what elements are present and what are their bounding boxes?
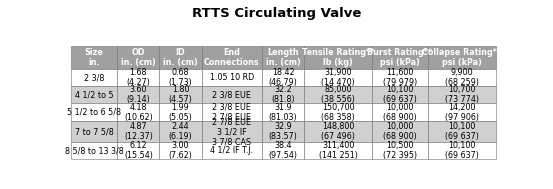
Bar xyxy=(262,142,304,160)
Text: 32.2
(81.8): 32.2 (81.8) xyxy=(272,85,295,104)
Bar xyxy=(428,121,495,142)
Text: 8 5/8 to 13 3/8: 8 5/8 to 13 3/8 xyxy=(65,146,124,155)
Bar xyxy=(372,46,428,69)
Text: 1.80
(4.57): 1.80 (4.57) xyxy=(169,85,192,104)
Bar xyxy=(71,69,117,86)
Bar xyxy=(201,69,262,86)
Text: 4.87
(12.37): 4.87 (12.37) xyxy=(124,122,153,141)
Text: 3.60
(9.14): 3.60 (9.14) xyxy=(127,85,150,104)
Bar xyxy=(71,121,117,142)
Text: 4 1/2 to 5: 4 1/2 to 5 xyxy=(75,90,113,99)
Text: 2.44
(6.19): 2.44 (6.19) xyxy=(169,122,192,141)
Text: 11,600
(79 979): 11,600 (79 979) xyxy=(383,68,417,87)
Text: 1.05 10 RD: 1.05 10 RD xyxy=(210,73,254,82)
Text: Size
in.: Size in. xyxy=(85,48,104,67)
Text: 38.4
(97.54): 38.4 (97.54) xyxy=(269,141,298,160)
Text: Tensile Rating**
lb (kg): Tensile Rating** lb (kg) xyxy=(302,48,374,67)
Text: Burst Rating**
psi (kPa): Burst Rating** psi (kPa) xyxy=(367,48,432,67)
Bar xyxy=(304,69,372,86)
Text: RTTS Circulating Valve: RTTS Circulating Valve xyxy=(192,7,361,20)
Bar xyxy=(117,46,159,69)
Bar xyxy=(262,69,304,86)
Bar xyxy=(201,121,262,142)
Text: 7 to 7 5/8: 7 to 7 5/8 xyxy=(75,127,114,136)
Text: 10,100
(69 637): 10,100 (69 637) xyxy=(445,122,478,141)
Bar xyxy=(201,142,262,160)
Bar xyxy=(428,46,495,69)
Text: 1.68
(4.27): 1.68 (4.27) xyxy=(127,68,150,87)
Bar xyxy=(428,142,495,160)
Bar xyxy=(372,86,428,103)
Text: 31,900
(14 470): 31,900 (14 470) xyxy=(321,68,355,87)
Text: 1.99
(5.05): 1.99 (5.05) xyxy=(169,103,192,122)
Bar xyxy=(304,142,372,160)
Bar xyxy=(372,142,428,160)
Bar xyxy=(71,142,117,160)
Bar xyxy=(304,86,372,103)
Bar xyxy=(159,121,201,142)
Text: 10,000
(68 900): 10,000 (68 900) xyxy=(383,103,417,122)
Bar xyxy=(201,86,262,103)
Text: 10,100
(69 637): 10,100 (69 637) xyxy=(383,85,417,104)
Text: 18.42
(46.79): 18.42 (46.79) xyxy=(269,68,298,87)
Text: 0.68
(1.73): 0.68 (1.73) xyxy=(169,68,192,87)
Bar xyxy=(117,103,159,121)
Text: ID
in. (cm): ID in. (cm) xyxy=(163,48,198,67)
Text: 10,700
(73 774): 10,700 (73 774) xyxy=(445,85,479,104)
Text: 311,400
(141 251): 311,400 (141 251) xyxy=(319,141,358,160)
Bar xyxy=(262,46,304,69)
Text: End
Connections: End Connections xyxy=(204,48,260,67)
Text: 2 3/8: 2 3/8 xyxy=(84,73,105,82)
Bar xyxy=(117,121,159,142)
Bar xyxy=(428,103,495,121)
Bar xyxy=(159,86,201,103)
Bar xyxy=(372,103,428,121)
Bar xyxy=(159,69,201,86)
Text: 150,700
(68 358): 150,700 (68 358) xyxy=(321,103,355,122)
Bar xyxy=(201,46,262,69)
Text: OD
in. (cm): OD in. (cm) xyxy=(121,48,156,67)
Bar xyxy=(304,121,372,142)
Text: Collapse Rating**
psi (kPa): Collapse Rating** psi (kPa) xyxy=(422,48,501,67)
Bar xyxy=(262,121,304,142)
Text: 4 1/2 IF T.J.: 4 1/2 IF T.J. xyxy=(210,146,253,155)
Text: 10,500
(72 395): 10,500 (72 395) xyxy=(383,141,417,160)
Text: 2 3/8 EUE: 2 3/8 EUE xyxy=(212,90,251,99)
Bar xyxy=(304,46,372,69)
Bar xyxy=(304,103,372,121)
Bar xyxy=(117,142,159,160)
Bar xyxy=(428,69,495,86)
Bar xyxy=(262,86,304,103)
Text: 5 1/2 to 6 5/8: 5 1/2 to 6 5/8 xyxy=(67,108,121,117)
Text: 148,800
(67 496): 148,800 (67 496) xyxy=(321,122,355,141)
Bar xyxy=(372,69,428,86)
Text: 6.12
(15.54): 6.12 (15.54) xyxy=(124,141,153,160)
Text: 2 7/8 EUE
3 1/2 IF
3 7/8 CAS: 2 7/8 EUE 3 1/2 IF 3 7/8 CAS xyxy=(212,117,252,146)
Text: 14,200
(97 906): 14,200 (97 906) xyxy=(445,103,479,122)
Text: 10,100
(69 637): 10,100 (69 637) xyxy=(445,141,478,160)
Bar xyxy=(372,121,428,142)
Bar xyxy=(159,142,201,160)
Text: 2 3/8 EUE
2 7/8 EUE: 2 3/8 EUE 2 7/8 EUE xyxy=(212,103,251,122)
Bar xyxy=(117,69,159,86)
Bar xyxy=(201,103,262,121)
Text: Length
in. (cm): Length in. (cm) xyxy=(266,48,300,67)
Bar xyxy=(159,46,201,69)
Text: 31.9
(81.03): 31.9 (81.03) xyxy=(269,103,298,122)
Bar xyxy=(71,103,117,121)
Bar xyxy=(428,86,495,103)
Text: 3.00
(7.62): 3.00 (7.62) xyxy=(169,141,192,160)
Text: 32.9
(83.57): 32.9 (83.57) xyxy=(269,122,298,141)
Bar xyxy=(262,103,304,121)
Text: 4.18
(10.62): 4.18 (10.62) xyxy=(124,103,153,122)
Bar xyxy=(71,46,117,69)
Text: 9,900
(68 259): 9,900 (68 259) xyxy=(445,68,479,87)
Bar xyxy=(71,86,117,103)
Bar xyxy=(117,86,159,103)
Bar xyxy=(159,103,201,121)
Text: 10,000
(68 900): 10,000 (68 900) xyxy=(383,122,417,141)
Text: 85,000
(38 556): 85,000 (38 556) xyxy=(321,85,355,104)
